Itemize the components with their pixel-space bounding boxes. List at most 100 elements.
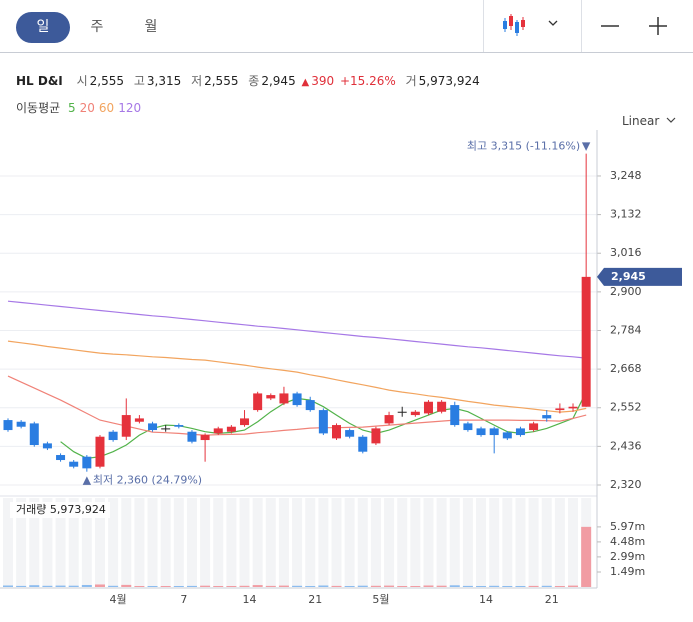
- volume-title-bg: [10, 502, 110, 518]
- volume-column-bg: [252, 498, 263, 587]
- zoom-in[interactable]: [648, 16, 668, 36]
- candle-body: [437, 401, 447, 412]
- candle-body: [29, 423, 39, 446]
- x-tick-label: 14: [243, 593, 257, 606]
- tab-day[interactable]: 일: [16, 12, 70, 43]
- volume-column-bg: [81, 498, 92, 587]
- volume-bar: [568, 585, 579, 587]
- volume-bar: [186, 585, 197, 587]
- volume-bar: [3, 585, 13, 587]
- volume-bar: [252, 585, 263, 587]
- y-tick-label: 2,900: [610, 285, 642, 298]
- volume-column-bg: [305, 498, 316, 587]
- volume-bar: [331, 585, 342, 587]
- candle-body: [148, 423, 158, 431]
- x-tick-label: 21: [308, 593, 322, 606]
- candle-body: [16, 421, 26, 427]
- candle-body: [240, 418, 250, 426]
- volume-bar: [278, 585, 289, 587]
- candle-body: [69, 461, 79, 467]
- volume-bar: [581, 526, 592, 587]
- volume-bar: [81, 584, 92, 587]
- volume-column-bg: [292, 498, 303, 587]
- candle-body: [213, 428, 223, 434]
- stock-name: HL D&I: [16, 74, 63, 88]
- volume-bar: [489, 585, 500, 587]
- close-value: 2,945: [261, 74, 296, 88]
- y-tick-label: 3,132: [610, 208, 642, 221]
- volume-bar: [16, 585, 27, 587]
- volume-column-bg: [528, 498, 539, 587]
- x-tick-label: 21: [545, 593, 559, 606]
- chart-type-icon[interactable]: [500, 12, 530, 38]
- volume-bar: [147, 586, 158, 587]
- moving-average-line: [7, 340, 587, 413]
- candle-body: [568, 406, 578, 409]
- dropdown-icon[interactable]: [546, 17, 560, 29]
- volume-column-bg: [200, 498, 211, 587]
- volume-title: 거래량 5,973,924: [16, 503, 106, 516]
- max-annotation: 최고 3,315 (-11.16%): [467, 140, 580, 153]
- volume-column-bg: [568, 498, 579, 587]
- scale-mode[interactable]: Linear: [622, 114, 677, 128]
- zoom-out[interactable]: [600, 16, 620, 36]
- candle-body: [371, 428, 381, 444]
- volume-bar: [42, 585, 53, 587]
- volume-column-bg: [239, 498, 250, 587]
- candle-body: [161, 428, 171, 430]
- candle-body: [279, 393, 289, 404]
- candle-body: [42, 443, 52, 449]
- tab-week[interactable]: 주: [90, 19, 104, 35]
- candle-body: [95, 436, 105, 467]
- x-tick-label: 4월: [110, 593, 127, 606]
- volume-bar: [68, 585, 79, 587]
- volume-bar: [423, 585, 434, 587]
- ma-items: 5 20 60 120: [68, 101, 145, 115]
- ma-title: 이동평균: [16, 101, 61, 115]
- volume-bar: [239, 585, 250, 587]
- volume-column-bg: [213, 498, 224, 587]
- volume-bar: [29, 585, 40, 587]
- candle-body: [476, 428, 486, 436]
- volume-bar: [318, 585, 329, 587]
- volume-column-bg: [121, 498, 132, 587]
- volume-column-bg: [449, 498, 460, 587]
- volume-column-bg: [160, 498, 171, 587]
- last-price-tag: [597, 267, 682, 286]
- y-tick-label: 2,436: [610, 439, 642, 452]
- candle-body: [410, 411, 420, 416]
- volume-column-bg: [423, 498, 434, 587]
- volume-column-bg: [68, 498, 79, 587]
- x-tick-label: 14: [479, 593, 493, 606]
- toolbar: 일 주 월: [0, 0, 693, 53]
- moving-average-line: [7, 300, 587, 359]
- volume-column-bg: [108, 498, 119, 587]
- volume-column-bg: [370, 498, 381, 587]
- candle-body: [345, 430, 355, 437]
- tab-month[interactable]: 월: [144, 19, 158, 35]
- volume-column-bg: [29, 498, 40, 587]
- candle-body: [266, 395, 276, 399]
- x-tick-label: 7: [180, 593, 187, 606]
- volume-bar: [515, 585, 526, 587]
- candle-body: [515, 428, 525, 436]
- candle-body: [450, 405, 460, 426]
- volume-bar: [528, 585, 539, 587]
- candle-body: [332, 425, 341, 439]
- change-arrow: ▲: [301, 77, 310, 88]
- volume-column-bg: [476, 498, 487, 587]
- volume-column-bg: [265, 498, 276, 587]
- volume-bar: [265, 585, 276, 587]
- open-value: 2,555: [89, 74, 124, 88]
- volume-column-bg: [147, 498, 158, 587]
- volume-column-bg: [3, 498, 13, 587]
- candle-body: [502, 432, 512, 439]
- volume-value: 5,973,924: [418, 74, 480, 88]
- candle-body: [292, 393, 302, 406]
- volume-column-bg: [462, 498, 473, 587]
- volume-column-bg: [16, 498, 27, 587]
- volume-column-bg: [331, 498, 342, 587]
- candle-body: [82, 456, 92, 469]
